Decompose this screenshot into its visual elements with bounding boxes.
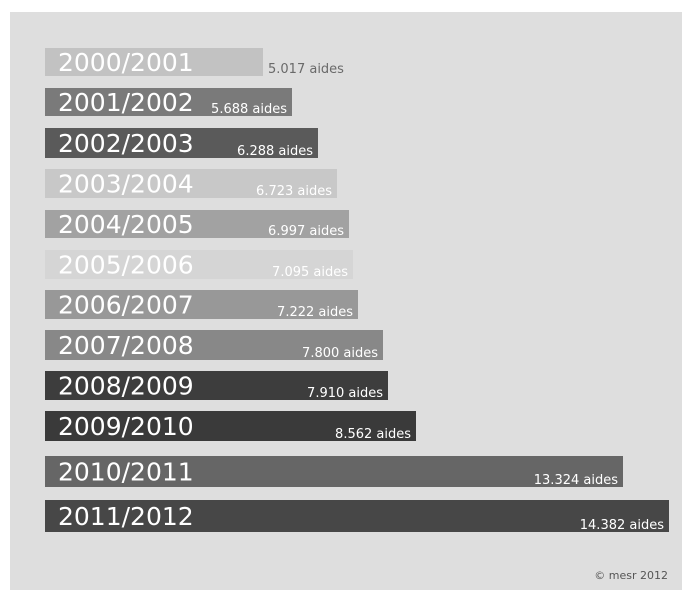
category-label: 2010/2011 [58, 458, 194, 487]
value-label: 6.723 aides [256, 184, 332, 199]
value-label: 8.562 aides [335, 427, 411, 442]
category-label: 2008/2009 [58, 372, 194, 401]
category-label: 2002/2003 [58, 129, 194, 158]
value-label: 7.095 aides [272, 265, 348, 280]
value-label: 13.324 aides [534, 473, 618, 488]
category-label: 2000/2001 [58, 48, 194, 77]
category-label: 2011/2012 [58, 502, 194, 531]
value-label: 7.910 aides [307, 386, 383, 401]
category-label: 2007/2008 [58, 331, 194, 360]
chart-panel: 2000/2001 5.017 aides 2001/2002 5.688 aides… [10, 12, 682, 590]
value-label: 14.382 aides [580, 518, 664, 533]
value-label: 7.800 aides [302, 346, 378, 361]
category-label: 2004/2005 [58, 210, 194, 239]
category-label: 2003/2004 [58, 170, 194, 199]
value-label: 5.017 aides [268, 62, 344, 77]
value-label: 6.997 aides [268, 224, 344, 239]
value-label: 6.288 aides [237, 144, 313, 159]
category-label: 2006/2007 [58, 291, 194, 320]
category-label: 2009/2010 [58, 412, 194, 441]
value-label: 7.222 aides [277, 305, 353, 320]
copyright-credit: © mesr 2012 [594, 569, 668, 582]
category-label: 2001/2002 [58, 88, 194, 117]
category-label: 2005/2006 [58, 251, 194, 280]
bar-chart: 2000/2001 5.017 aides 2001/2002 5.688 aides… [10, 12, 682, 590]
value-label: 5.688 aides [211, 102, 287, 117]
